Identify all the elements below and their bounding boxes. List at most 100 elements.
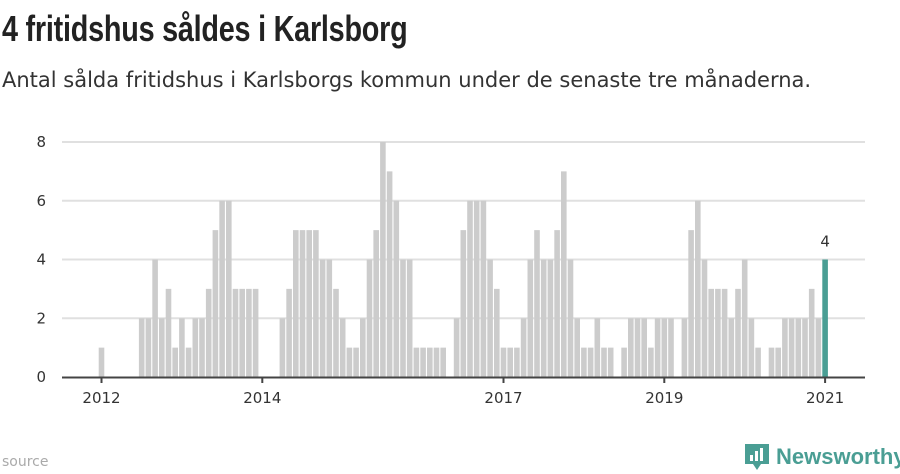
source-link[interactable]: source	[2, 454, 49, 470]
bar	[775, 347, 781, 377]
x-axis: 2012 2014 2017 2019 2021	[62, 376, 865, 407]
newsworthy-logo-icon	[745, 444, 769, 470]
bar	[440, 347, 446, 377]
bar	[159, 318, 165, 377]
bar	[460, 230, 467, 377]
bar	[601, 347, 607, 377]
bar	[574, 318, 580, 377]
bar	[326, 259, 333, 377]
bar	[561, 171, 567, 377]
x-tick-label: 2014	[243, 389, 281, 407]
bar	[152, 259, 158, 377]
bar	[681, 318, 688, 377]
bar	[473, 200, 480, 377]
bar	[788, 318, 795, 377]
bar	[239, 288, 245, 377]
bar	[648, 347, 654, 377]
bar	[313, 230, 319, 377]
bar	[360, 318, 366, 377]
y-tick-label: 0	[36, 368, 46, 386]
bar	[246, 288, 252, 377]
bar	[641, 318, 647, 377]
bar	[802, 318, 808, 377]
bar	[520, 318, 527, 377]
y-tick-label: 8	[36, 133, 46, 151]
bar	[494, 288, 500, 377]
bar-highlight	[822, 259, 828, 377]
bar	[607, 347, 614, 377]
bar	[654, 318, 661, 377]
bar	[527, 259, 534, 377]
bar	[212, 230, 219, 377]
bar	[701, 259, 708, 377]
bar	[219, 200, 225, 377]
bar	[688, 230, 694, 377]
bar	[668, 318, 674, 377]
bar	[755, 347, 761, 377]
bar	[279, 318, 286, 377]
bar	[299, 230, 306, 377]
bar	[728, 318, 735, 377]
bar	[581, 347, 587, 377]
bar	[393, 200, 400, 377]
page-subtitle: Antal sålda fritidshus i Karlsborgs komm…	[2, 68, 812, 92]
bar	[594, 318, 601, 377]
newsworthy-logo[interactable]: Newsworthy	[744, 443, 900, 471]
bar	[172, 347, 178, 377]
bar	[628, 318, 634, 377]
bar	[427, 347, 433, 377]
bar	[232, 288, 239, 377]
x-tick-label: 2012	[82, 389, 120, 407]
bar	[333, 288, 339, 377]
bar	[319, 259, 326, 377]
bar	[179, 318, 185, 377]
bar	[808, 288, 815, 377]
bar	[453, 318, 460, 377]
bar	[480, 200, 487, 377]
bar	[500, 347, 507, 377]
page-title: 4 fritidshus såldes i Karlsborg	[2, 8, 408, 49]
bar	[634, 318, 641, 377]
last-value-label: 4	[820, 233, 830, 251]
bar	[339, 318, 346, 377]
bar	[587, 347, 594, 377]
bar	[199, 318, 205, 377]
bar	[507, 347, 513, 377]
bar	[815, 318, 822, 377]
y-tick-label: 6	[36, 192, 46, 210]
bar	[165, 288, 172, 377]
bar	[741, 259, 748, 377]
bar	[205, 288, 212, 377]
bar	[293, 230, 299, 377]
bars: 4	[98, 142, 830, 377]
y-tick-label: 2	[36, 309, 46, 327]
bar	[406, 259, 413, 377]
bar	[386, 171, 393, 377]
bar	[353, 347, 359, 377]
bar	[487, 259, 493, 377]
bar	[98, 347, 105, 377]
bar	[715, 288, 721, 377]
bar	[661, 318, 668, 377]
bar	[226, 200, 232, 377]
bar	[433, 347, 440, 377]
bar	[380, 142, 386, 377]
bar	[768, 347, 775, 377]
bar	[366, 259, 373, 377]
bar	[306, 230, 312, 377]
bar	[192, 318, 199, 377]
brand-name: Newsworthy	[776, 444, 900, 469]
bar	[721, 288, 728, 377]
bar	[400, 259, 406, 377]
bar	[554, 230, 560, 377]
bar	[708, 288, 714, 377]
bar	[420, 347, 426, 377]
bar	[138, 318, 145, 377]
bar	[514, 347, 520, 377]
bar	[547, 259, 554, 377]
bar	[252, 288, 259, 377]
bar	[540, 259, 547, 377]
bar	[567, 259, 574, 377]
bar	[373, 230, 379, 377]
